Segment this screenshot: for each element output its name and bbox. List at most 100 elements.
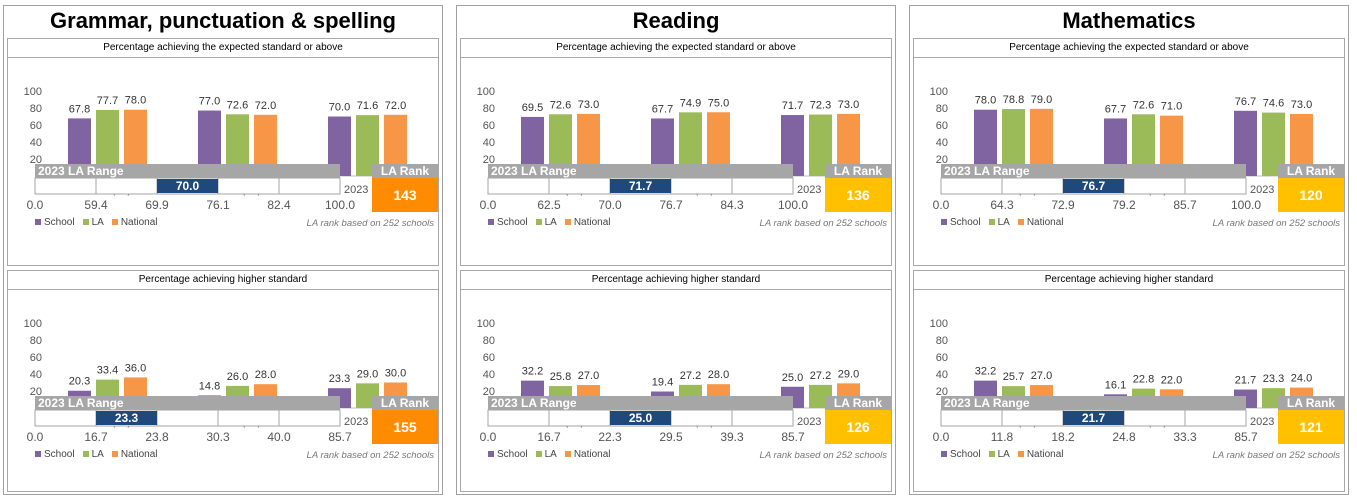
la-range-scale: 71.7 0.0 62.5 70.0 76.7 84.3 100.0	[480, 177, 808, 212]
y-tick-label: 60	[483, 352, 495, 364]
expected-legend: School LA National	[941, 217, 1072, 228]
range-tick-label: 29.5	[659, 430, 683, 444]
legend-item-national: National	[111, 449, 158, 460]
expected-legend: School LA National	[35, 217, 166, 228]
higher-la-range: 2023 LA Range 23.3 0.0 16.7 23.8 30.3 40.0 85.7	[27, 396, 352, 444]
higher-rank-value: 121	[1278, 410, 1344, 444]
legend-item-la: LA	[535, 217, 557, 228]
range-tick-label: 70.0	[598, 198, 622, 212]
range-tick-label: 100.0	[325, 198, 355, 212]
range-segment	[940, 409, 1003, 427]
data-label: 29.0	[357, 368, 378, 380]
subject-panel: Reading Percentage achieving the expected…	[456, 5, 896, 495]
legend-item-national: National	[564, 217, 611, 228]
legend-label-national: National	[1026, 449, 1064, 460]
range-segment	[217, 409, 280, 427]
range-marker-value: 23.3	[115, 411, 139, 425]
legend-swatch-school	[941, 451, 947, 458]
higher-rank-note: LA rank based on 252 schools	[306, 450, 434, 461]
la-range-title: 2023 LA Range	[488, 396, 793, 410]
range-segment	[34, 409, 97, 427]
data-label: 29.0	[838, 368, 859, 380]
y-tick-label: 80	[483, 103, 495, 115]
data-label: 72.6	[550, 99, 571, 111]
range-tick-label: 76.7	[659, 198, 683, 212]
range-segment	[670, 177, 733, 195]
y-tick-label: 80	[936, 335, 948, 347]
data-label: 74.9	[680, 97, 701, 109]
legend-swatch-national	[564, 219, 571, 226]
higher-rank-note: LA rank based on 252 schools	[759, 450, 887, 461]
bar-national	[1290, 113, 1313, 176]
range-tick-label: 0.0	[480, 430, 497, 444]
la-range-scale: 21.7 0.0 11.8 18.2 24.8 33.3 85.7	[933, 409, 1258, 444]
data-label: 28.0	[708, 369, 729, 381]
range-tick-label: 85.7	[781, 430, 805, 444]
range-tick-label: 0.0	[27, 198, 44, 212]
range-tick-label: 62.5	[537, 198, 561, 212]
expected-header: Percentage achieving the expected standa…	[914, 39, 1344, 58]
legend-label-la: LA	[997, 217, 1010, 228]
data-label: 36.0	[125, 362, 146, 374]
legend-item-la: LA	[535, 449, 557, 460]
data-label: 32.2	[522, 366, 543, 378]
range-tick-label: 85.7	[1173, 198, 1197, 212]
range-tick-label: 39.3	[720, 430, 744, 444]
legend-swatch-national	[1017, 219, 1024, 226]
range-segment	[217, 177, 280, 195]
legend-item-school: School	[488, 217, 528, 228]
higher-bar-chart: 02040608010032.225.727.02019 (59)16.122.…	[930, 318, 1344, 428]
legend-item-national: National	[1017, 449, 1064, 460]
legend-swatch-school	[941, 219, 947, 226]
bar-la	[356, 115, 379, 176]
y-tick-label: 40	[483, 137, 495, 149]
data-label: 22.0	[1161, 374, 1182, 386]
higher-rank-title: LA Rank	[825, 396, 891, 410]
expected-section: Percentage achieving the expected standa…	[460, 38, 892, 266]
range-tick-label: 84.3	[720, 198, 744, 212]
bar-la	[96, 109, 119, 176]
legend-item-school: School	[941, 217, 981, 228]
legend-swatch-school	[488, 451, 494, 458]
range-tick-label: 24.8	[1112, 430, 1136, 444]
range-segment	[34, 177, 97, 195]
range-segment	[487, 177, 550, 195]
legend-label-national: National	[120, 217, 158, 228]
range-marker	[1063, 411, 1124, 425]
range-segment	[278, 409, 341, 427]
data-label: 26.0	[227, 371, 248, 383]
data-label: 28.0	[255, 369, 276, 381]
bar-la	[679, 112, 702, 176]
data-label: 74.6	[1263, 98, 1284, 110]
subject-panel: Grammar, punctuation & spelling Percentag…	[3, 5, 443, 495]
la-range-scale: 70.0 0.0 59.4 69.9 76.1 82.4 100.0	[27, 177, 355, 212]
range-tick-label: 72.9	[1051, 198, 1075, 212]
legend-label-school: School	[950, 217, 981, 228]
bar-school	[198, 110, 221, 176]
bar-national	[124, 109, 147, 176]
data-label: 22.8	[1133, 374, 1154, 386]
range-segment	[1123, 409, 1186, 427]
bar-school	[781, 115, 804, 176]
data-label: 76.7	[1235, 96, 1256, 108]
data-label: 27.0	[1031, 370, 1052, 382]
expected-rank-note: LA rank based on 252 schools	[1212, 218, 1340, 229]
range-marker	[96, 411, 157, 425]
expected-bar-chart: 02040608010078.078.879.02019 (59)67.772.…	[930, 86, 1344, 196]
range-marker	[157, 179, 218, 193]
y-tick-label: 60	[30, 352, 42, 364]
legend-item-la: LA	[988, 449, 1010, 460]
la-range-title: 2023 LA Range	[941, 164, 1246, 178]
data-label: 20.3	[69, 376, 90, 388]
expected-rank-title: LA Rank	[1278, 164, 1344, 178]
range-marker-value: 21.7	[1082, 411, 1106, 425]
higher-rank-value: 155	[372, 410, 438, 444]
data-label: 27.2	[810, 370, 831, 382]
legend-label-national: National	[1026, 217, 1064, 228]
data-label: 79.0	[1031, 94, 1052, 106]
data-label: 72.6	[227, 99, 248, 111]
range-tick-label: 22.3	[598, 430, 622, 444]
expected-rank-note: LA rank based on 252 schools	[306, 218, 434, 229]
data-label: 73.0	[1291, 99, 1312, 111]
range-tick-label: 59.4	[84, 198, 108, 212]
